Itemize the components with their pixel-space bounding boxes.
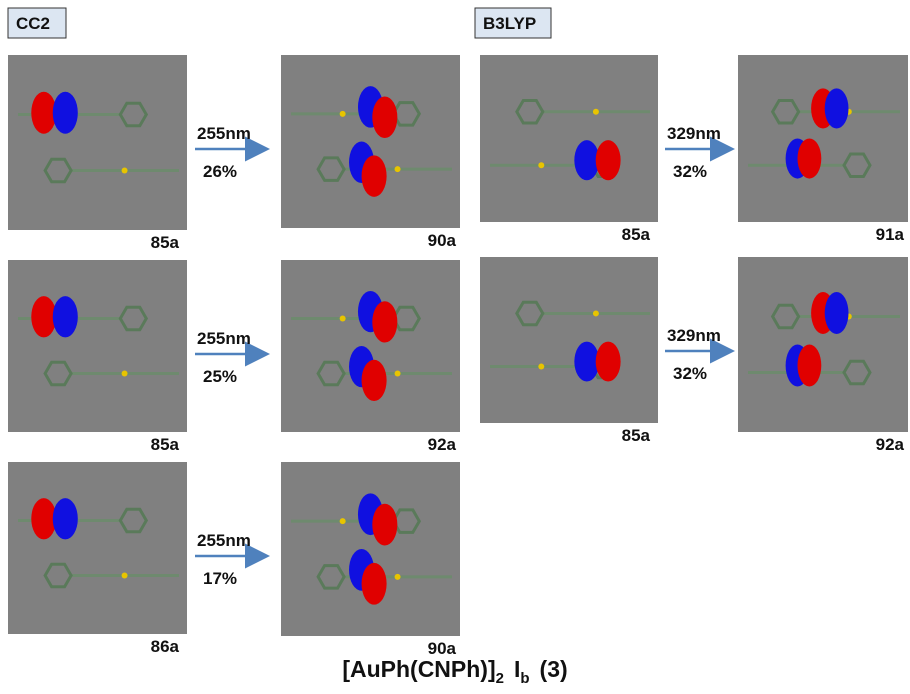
ring [770, 303, 801, 330]
ring [515, 99, 545, 125]
orbital-panel [480, 55, 658, 222]
orbital-label: 90a [428, 231, 457, 250]
orbital-label: 85a [151, 435, 180, 454]
orbital-panel [281, 55, 460, 228]
orbital-lobe [595, 140, 621, 181]
orbital-panel [738, 55, 908, 222]
ring [118, 507, 149, 534]
method-box [474, 7, 552, 39]
weight: 26% [203, 162, 237, 181]
atom [339, 315, 346, 322]
weight: 32% [673, 364, 707, 383]
ring [515, 300, 545, 327]
orbital-lobe [52, 91, 78, 134]
weight: 25% [203, 367, 237, 386]
ring [316, 564, 346, 590]
orbital-label: 85a [622, 426, 651, 445]
weight: 17% [203, 569, 237, 588]
caption-symbol: I [514, 656, 520, 682]
ring [43, 157, 73, 184]
weight: 32% [673, 162, 707, 181]
orbital-lobe [574, 341, 600, 382]
caption: [AuPh(CNPh)]2 Ib (3) [342, 656, 567, 687]
caption-main: [AuPh(CNPh)] [342, 656, 495, 682]
orbital-lobe [361, 359, 387, 402]
orbital-label: 85a [151, 233, 180, 252]
ring [43, 360, 73, 387]
ring [770, 99, 801, 125]
atom [394, 370, 401, 377]
caption-sub: 2 [496, 670, 504, 687]
orbital-lobe [824, 292, 849, 334]
ring [118, 101, 149, 128]
caption-sub: b [520, 670, 529, 687]
atom [394, 573, 401, 580]
atom [121, 572, 128, 579]
orbital-panel [281, 260, 460, 432]
orbital-label: 86a [151, 637, 180, 656]
orbital-lobe [31, 296, 57, 338]
orbital-label: 90a [428, 639, 457, 658]
ring [43, 562, 73, 589]
orbital-lobe [824, 88, 849, 129]
orbital-lobe [574, 140, 600, 181]
atom [394, 166, 401, 173]
orbital-label: 85a [622, 225, 651, 244]
wavelength: 329nm [667, 124, 721, 143]
atom [592, 310, 599, 317]
atom [538, 363, 545, 370]
ring [118, 305, 149, 332]
method-label: CC2 [16, 14, 50, 33]
orbital-panel [281, 462, 460, 636]
atom [538, 162, 545, 169]
orbital-lobe [52, 498, 78, 540]
orbital-lobe [797, 344, 822, 387]
orbital-lobe [31, 91, 57, 134]
ring [842, 359, 872, 386]
orbital-panel [8, 462, 187, 634]
orbital-label: 92a [876, 435, 905, 454]
orbital-lobe [361, 155, 387, 197]
orbital-lobe [31, 498, 57, 540]
orbital-panel [8, 260, 187, 432]
orbital-lobe [361, 562, 387, 605]
wavelength: 255nm [197, 329, 251, 348]
orbital-lobe [372, 301, 398, 343]
orbital-panel [480, 257, 658, 423]
atom [592, 108, 599, 115]
atom [339, 518, 346, 525]
orbital-lobe [595, 341, 621, 382]
orbital-lobe [52, 296, 78, 338]
atom [121, 370, 128, 377]
wavelength: 255nm [197, 124, 251, 143]
orbital-lobe [372, 96, 398, 139]
orbital-lobe [372, 503, 398, 546]
orbital-label: 91a [876, 225, 905, 244]
orbital-lobe [797, 138, 822, 179]
orbital-label: 92a [428, 435, 457, 454]
atom [339, 110, 346, 117]
wavelength: 329nm [667, 326, 721, 345]
orbital-panel [738, 257, 908, 432]
orbital-panel [8, 55, 187, 230]
atom [121, 167, 128, 174]
wavelength: 255nm [197, 531, 251, 550]
method-box [7, 7, 67, 39]
ring [842, 152, 872, 178]
caption-end: (3) [540, 656, 568, 682]
method-label: B3LYP [483, 14, 536, 33]
ring [316, 156, 346, 182]
ring [316, 360, 346, 387]
